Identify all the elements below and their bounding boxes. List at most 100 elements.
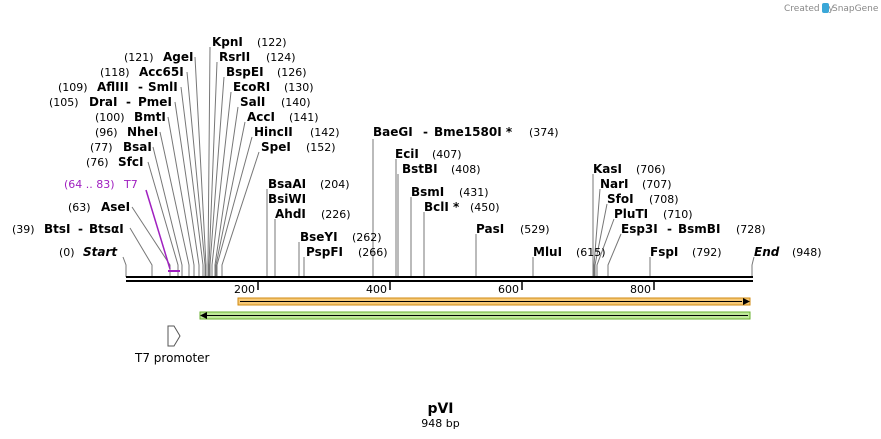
site-sali[interactable]: SalI (140) [240, 95, 311, 109]
svg-text:AseI: AseI [101, 200, 130, 214]
site-bspei[interactable]: BspEI (126) [226, 65, 307, 79]
site-bsaai[interactable]: BsaAI (204) [268, 177, 350, 191]
leader-drai [174, 101, 200, 277]
site-ecii[interactable]: EciI (407) [395, 147, 462, 161]
svg-text:AccI: AccI [247, 110, 275, 124]
svg-text:BspEI: BspEI [226, 65, 264, 79]
svg-text:(374): (374) [529, 126, 559, 139]
site-hincii[interactable]: HincII (142) [254, 125, 340, 139]
watermark-brand: SnapGene [832, 4, 879, 14]
site-bmti[interactable]: (100) BmtI [95, 110, 166, 124]
site-bsmi[interactable]: BsmI (431) [411, 185, 489, 199]
svg-text:(124): (124) [266, 51, 296, 64]
svg-text:(105): (105) [49, 96, 79, 109]
leader-sali [214, 106, 239, 277]
svg-text:(126): (126) [277, 66, 307, 79]
site-nhei[interactable]: (96) NheI [95, 125, 158, 139]
site-asei[interactable]: (63) AseI [68, 200, 130, 214]
site-rsrii[interactable]: RsrII (124) [219, 50, 296, 64]
svg-text:AflIII: AflIII [97, 80, 129, 94]
site-nari[interactable]: NarI (707) [600, 177, 672, 191]
site-bstbi[interactable]: BstBI (408) [402, 162, 481, 176]
site-pluti[interactable]: PluTI (710) [614, 207, 693, 221]
site-bseyi[interactable]: BseYI (262) [300, 230, 382, 244]
plasmid-length: 948 bp [421, 417, 459, 430]
snapgene-watermark: Created by SnapGene [784, 3, 879, 14]
svg-text:BsiWI: BsiWI [268, 192, 306, 206]
leader-esp3i [607, 233, 622, 277]
svg-text:(140): (140) [281, 96, 311, 109]
svg-text:DraI: DraI [89, 95, 117, 109]
feature-t7-promoter-arrow-icon[interactable] [167, 325, 181, 347]
site-ecori[interactable]: EcoRI (130) [233, 80, 314, 94]
svg-text:(431): (431) [459, 186, 489, 199]
svg-text:-: - [126, 95, 131, 109]
svg-text:PspFI: PspFI [306, 245, 343, 259]
leader-ecori [211, 91, 232, 277]
site-kpni[interactable]: KpnI (122) [212, 35, 287, 49]
site-agei[interactable]: (121) AgeI [124, 50, 193, 64]
feature-t7-promoter-label[interactable]: T7 promoter [134, 351, 210, 365]
svg-text:(710): (710) [663, 208, 693, 221]
feature-orange-arrow[interactable] [237, 297, 751, 306]
svg-text:KasI: KasI [593, 162, 622, 176]
svg-text:(204): (204) [320, 178, 350, 191]
site-fspi[interactable]: FspI (792) [650, 245, 722, 259]
feature-green-arrow[interactable] [199, 311, 751, 320]
leader-bsai [152, 146, 183, 277]
leader-asei [131, 206, 171, 277]
site-acci[interactable]: AccI (141) [247, 110, 319, 124]
start-position: (0) [59, 246, 75, 259]
site-bcli[interactable]: BclI * (450) [424, 200, 500, 214]
site-afliii-smli[interactable]: (109) AflIII - SmlI [58, 80, 178, 94]
site-spei[interactable]: SpeI (152) [261, 140, 336, 154]
leader-hincii [216, 136, 253, 277]
svg-text:Bme1580I *: Bme1580I * [434, 125, 513, 139]
leader-nari [593, 188, 601, 277]
right-sites: KpnI (122) RsrII (124) BspEI (126) EcoRI… [212, 35, 766, 259]
primer-range[interactable]: (64 .. 83) [64, 178, 115, 191]
site-kasi[interactable]: KasI (706) [593, 162, 666, 176]
site-mlui[interactable]: MluI (615) [533, 245, 606, 259]
svg-text:(141): (141) [289, 111, 319, 124]
svg-text:BseYI: BseYI [300, 230, 338, 244]
site-sfoi[interactable]: SfoI (708) [607, 192, 679, 206]
primer-leader [145, 189, 171, 270]
leader-start [122, 256, 127, 277]
svg-text:(118): (118) [100, 66, 130, 79]
svg-text:BsaAI: BsaAI [268, 177, 306, 191]
svg-text:HincII: HincII [254, 125, 293, 139]
ruler-label-400: 400 [366, 283, 387, 296]
svg-text:BtsI: BtsI [44, 222, 71, 236]
site-pspfi[interactable]: PspFI (266) [306, 245, 388, 259]
svg-text:BclI *: BclI * [424, 200, 460, 214]
svg-text:(707): (707) [642, 178, 672, 191]
svg-text:(728): (728) [736, 223, 766, 236]
svg-text:KpnI: KpnI [212, 35, 243, 49]
leader-btsi [129, 227, 153, 277]
site-baegi-bme1580i[interactable]: BaeGI - Bme1580I * (374) [373, 125, 559, 139]
svg-text:AhdI: AhdI [275, 207, 306, 221]
svg-text:(529): (529) [520, 223, 550, 236]
primer-name[interactable]: T7 [123, 178, 138, 191]
svg-text:(109): (109) [58, 81, 88, 94]
site-btsi-btsai[interactable]: (39) BtsI - BtsαI [12, 222, 124, 236]
site-acc65i[interactable]: (118) Acc65I [100, 65, 184, 79]
leader-spei [221, 151, 260, 277]
site-esp3i-bsmbi[interactable]: Esp3I - BsmBI (728) [621, 222, 766, 236]
site-bsiwi[interactable]: BsiWI [268, 192, 306, 206]
svg-text:(226): (226) [321, 208, 351, 221]
svg-text:EciI: EciI [395, 147, 419, 161]
svg-text:BaeGI: BaeGI [373, 125, 413, 139]
svg-text:SpeI: SpeI [261, 140, 291, 154]
site-pasi[interactable]: PasI (529) [476, 222, 550, 236]
site-ahdi[interactable]: AhdI (226) [275, 207, 351, 221]
site-sfci[interactable]: (76) SfcI [86, 155, 143, 169]
svg-text:(450): (450) [470, 201, 500, 214]
leader-kpni [207, 46, 211, 277]
leader-sfoi [594, 203, 608, 277]
site-drai-pmei[interactable]: (105) DraI - PmeI [49, 95, 172, 109]
svg-text:(262): (262) [352, 231, 382, 244]
svg-text:PluTI: PluTI [614, 207, 648, 221]
site-bsai[interactable]: (77) BsaI [90, 140, 152, 154]
